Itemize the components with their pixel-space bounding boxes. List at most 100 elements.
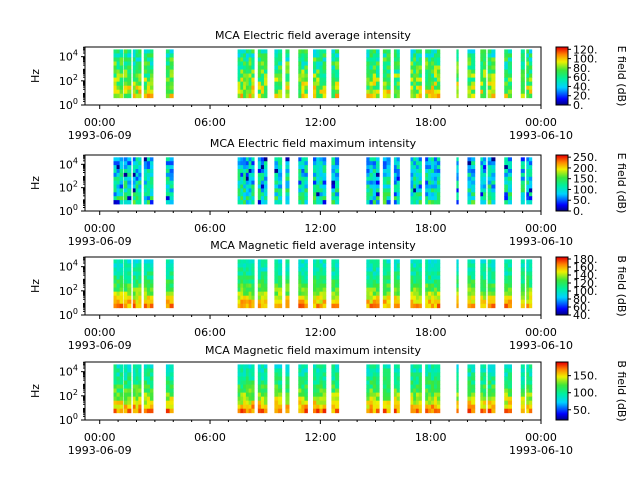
heatmap-cell <box>304 376 308 381</box>
heatmap-cell <box>149 364 154 369</box>
colorbar-band <box>556 191 568 193</box>
heatmap-cell <box>467 392 472 398</box>
heatmap-cell <box>127 165 132 170</box>
heatmap-cell <box>143 380 148 385</box>
heatmap-cell <box>127 53 132 58</box>
heatmap-cell <box>169 263 174 268</box>
heatmap-cell <box>237 65 241 70</box>
heatmap-cell <box>418 65 422 70</box>
heatmap-cell <box>456 291 459 297</box>
heatmap-cell <box>369 364 374 369</box>
heatmap-cell <box>245 57 250 62</box>
heatmap-cell <box>278 388 283 394</box>
heatmap-cell <box>316 388 320 394</box>
heatmap-cell <box>431 165 435 170</box>
heatmap-cell <box>375 283 380 289</box>
heatmap-cell <box>248 267 252 272</box>
colorbar-band <box>556 288 568 291</box>
heatmap-cell <box>425 396 429 402</box>
heatmap-cell <box>165 161 170 166</box>
heatmap-cell <box>304 392 308 398</box>
heatmap-cell <box>248 89 252 95</box>
heatmap-cell <box>248 65 252 70</box>
heatmap-cell <box>237 404 241 410</box>
heatmap-cell <box>366 303 370 309</box>
heatmap-cell <box>529 157 533 162</box>
heatmap-cell <box>274 299 279 305</box>
heatmap-cell <box>135 184 139 189</box>
heatmap-cell <box>471 161 476 166</box>
heatmap-cell <box>127 271 132 276</box>
heatmap-cell <box>480 188 484 193</box>
heatmap-cell <box>127 200 132 205</box>
heatmap-cell <box>285 404 290 410</box>
heatmap-cell <box>471 283 476 289</box>
heatmap-cell <box>425 89 429 95</box>
heatmap-cell <box>393 53 398 58</box>
heatmap-cell <box>243 89 247 95</box>
x-tick-label: 06:00 <box>194 222 226 235</box>
heatmap-cell <box>245 180 250 185</box>
colorbar-band <box>556 169 568 171</box>
heatmap-cell <box>146 65 151 70</box>
heatmap-cell <box>146 299 151 305</box>
heatmap-cell <box>375 400 380 406</box>
colorbar-band <box>556 187 568 190</box>
heatmap-cell <box>304 295 308 301</box>
colorbar-band <box>556 181 568 183</box>
heatmap-cell <box>245 291 250 297</box>
heatmap-cell <box>278 400 283 406</box>
heatmap-cell <box>425 165 429 170</box>
heatmap-cell <box>257 295 262 301</box>
heatmap-cell <box>278 396 283 402</box>
colorbar-tick-label: 80. <box>573 62 591 75</box>
heatmap-cell <box>263 271 268 276</box>
colorbar-tick-label: 180. <box>573 253 598 266</box>
heatmap-cell <box>132 404 136 410</box>
heatmap-cell <box>456 303 459 309</box>
heatmap-cell <box>410 364 414 369</box>
heatmap-cell <box>410 169 414 174</box>
heatmap-cell <box>245 279 250 284</box>
heatmap-cell <box>127 196 132 201</box>
heatmap-cell <box>132 89 136 95</box>
heatmap-cell <box>467 299 472 305</box>
colorbar-band <box>556 156 568 159</box>
heatmap-cell <box>480 157 484 162</box>
heatmap-cell <box>507 53 512 58</box>
heatmap-cell <box>316 384 320 389</box>
colorbar-tick-label: 250. <box>573 151 598 164</box>
heatmap-cell <box>331 180 336 185</box>
heatmap-cell <box>483 388 487 394</box>
heatmap-cell <box>382 283 387 289</box>
heatmap-cell <box>248 376 252 381</box>
heatmap-cell <box>263 192 268 197</box>
heatmap-cell <box>132 65 136 70</box>
colorbar-tick-label: 60. <box>573 71 591 84</box>
heatmap-cell <box>248 49 252 54</box>
heatmap-cell <box>135 368 139 373</box>
heatmap-cell <box>135 384 139 389</box>
heatmap-cell <box>116 408 121 414</box>
heatmap-cell <box>248 279 252 284</box>
heatmap-cell <box>146 180 151 185</box>
heatmap-cell <box>483 49 487 54</box>
heatmap-cell <box>251 380 255 385</box>
heatmap-cell <box>116 400 121 406</box>
heatmap-cell <box>263 196 268 201</box>
heatmap-cell <box>243 259 247 264</box>
heatmap-cell <box>116 184 121 189</box>
heatmap-cell <box>335 184 340 189</box>
heatmap-cell <box>491 161 496 166</box>
heatmap-cell <box>520 53 525 58</box>
heatmap-cell <box>467 89 472 95</box>
heatmap-cell <box>138 384 142 389</box>
heatmap-cell <box>480 283 484 289</box>
heatmap-cell <box>138 73 142 79</box>
heatmap-cell <box>467 404 472 410</box>
colorbar-band <box>556 305 568 307</box>
heatmap-cell <box>480 291 484 297</box>
heatmap-cell <box>116 165 121 170</box>
heatmap-cell <box>491 283 496 289</box>
heatmap-cell <box>526 295 530 301</box>
